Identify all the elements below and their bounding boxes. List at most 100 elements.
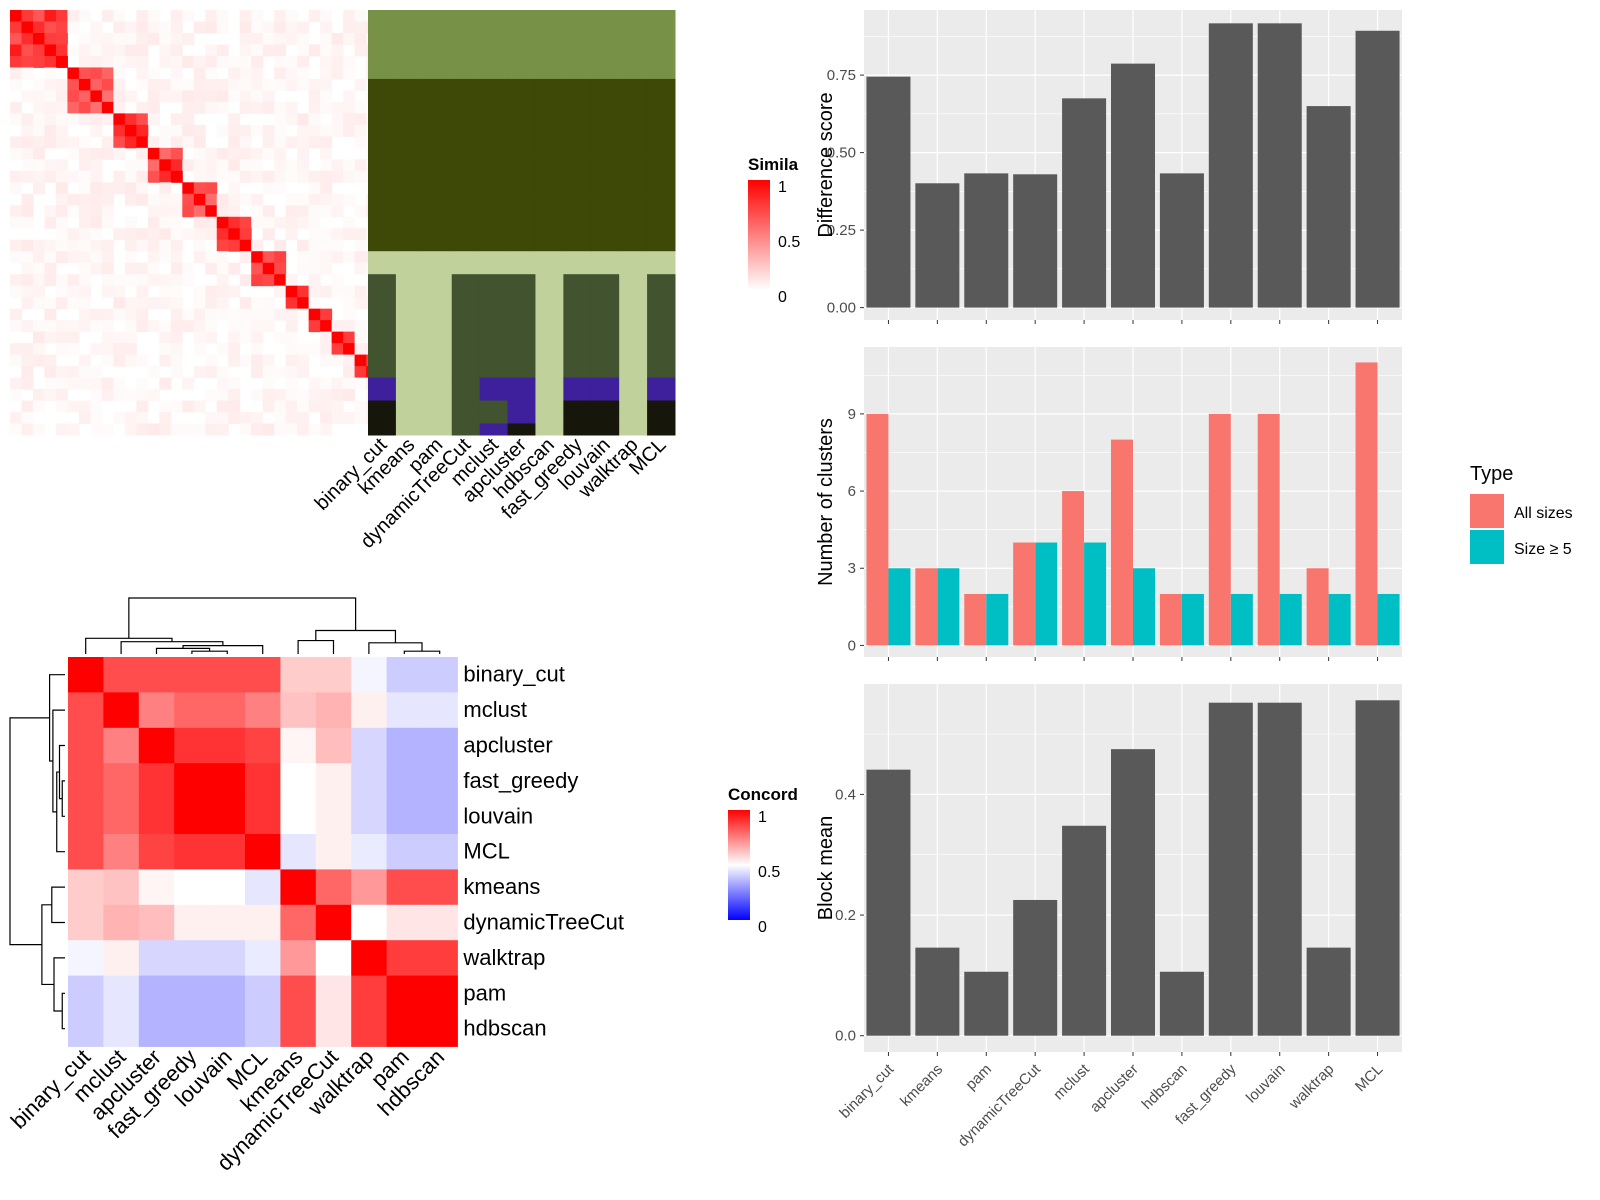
- similarity-cell: [78, 159, 91, 172]
- similarity-cell: [44, 216, 57, 229]
- similarity-cell: [274, 389, 287, 402]
- similarity-cell: [101, 262, 114, 275]
- similarity-cell: [101, 251, 114, 264]
- similarity-cell: [90, 170, 103, 183]
- similarity-cell: [124, 159, 137, 172]
- similarity-cell: [228, 170, 241, 183]
- similarity-cell: [136, 297, 149, 310]
- similarity-cell: [90, 400, 103, 413]
- concordance-cell: [386, 763, 423, 800]
- similarity-cell: [147, 170, 160, 183]
- cluster-label-cell: [479, 78, 509, 160]
- similarity-cell: [170, 262, 183, 275]
- similarity-cell: [44, 10, 57, 22]
- similarity-cell: [55, 193, 68, 206]
- similarity-cell: [21, 147, 34, 160]
- similarity-cell: [170, 170, 183, 183]
- similarity-cell: [297, 285, 310, 298]
- similarity-cell: [354, 262, 367, 275]
- concordance-legend-tick: 0: [758, 919, 767, 936]
- concordance-cell: [351, 869, 388, 906]
- similarity-cell: [239, 44, 252, 57]
- similarity-cell: [274, 55, 287, 68]
- cluster-label-cell: [479, 377, 509, 402]
- similarity-cell: [159, 78, 172, 91]
- similarity-cell: [32, 90, 45, 103]
- similarity-cell: [44, 354, 57, 367]
- similarity-cell: [262, 366, 275, 379]
- similarity-cell: [297, 366, 310, 379]
- similarity-cell: [90, 377, 103, 390]
- similarity-cell: [251, 423, 264, 436]
- similarity-cell: [320, 44, 333, 57]
- similarity-cell: [78, 320, 91, 333]
- similarity-cell: [239, 193, 252, 206]
- concordance-cell: [245, 940, 281, 977]
- similarity-cell: [193, 193, 206, 206]
- similarity-cell: [297, 239, 310, 252]
- similarity-cell: [101, 193, 114, 206]
- similarity-cell: [44, 377, 57, 390]
- similarity-cell: [320, 251, 333, 264]
- similarity-cell: [113, 44, 126, 57]
- similarity-cell: [147, 21, 160, 34]
- similarity-cell: [90, 124, 103, 137]
- similarity-cell: [239, 320, 252, 333]
- similarity-cell: [170, 308, 183, 321]
- bar: [1013, 174, 1058, 308]
- similarity-cell: [90, 44, 103, 57]
- similarity-cell: [55, 90, 68, 103]
- similarity-cell: [124, 90, 137, 103]
- similarity-cell: [78, 147, 91, 160]
- similarity-cell: [228, 343, 241, 356]
- row-dendrogram-branch: [48, 674, 65, 762]
- similarity-cell: [308, 124, 321, 137]
- similarity-cell: [113, 274, 126, 287]
- similarity-cell: [136, 308, 149, 321]
- similarity-cell: [55, 320, 68, 333]
- similarity-cell: [170, 354, 183, 367]
- cluster-label-cell: [507, 423, 536, 436]
- concordance-cell: [280, 763, 317, 800]
- similarity-cell: [124, 32, 137, 45]
- similarity-cell: [21, 320, 34, 333]
- similarity-cell: [354, 400, 367, 413]
- cluster-label-cell: [507, 78, 536, 160]
- similarity-cell: [331, 55, 344, 68]
- similarity-cell: [308, 101, 321, 114]
- similarity-cell: [354, 101, 367, 114]
- similarity-cell: [124, 182, 137, 195]
- similarity-cell: [308, 320, 321, 333]
- similarity-cell: [10, 285, 22, 298]
- similarity-cell: [193, 320, 206, 333]
- x-tick-label: MCL: [1352, 1061, 1386, 1095]
- similarity-cell: [297, 354, 310, 367]
- similarity-cell: [124, 136, 137, 149]
- similarity-cell: [262, 90, 275, 103]
- y-tick-label: 0.00: [827, 300, 856, 317]
- concordance-cell: [351, 904, 388, 941]
- similarity-cell: [101, 78, 114, 91]
- row-dendrogram-branch: [9, 717, 50, 946]
- concordance-cell: [280, 1011, 317, 1047]
- concordance-cell: [422, 940, 458, 977]
- similarity-cell: [239, 412, 252, 425]
- cluster-label-cell: [619, 159, 648, 195]
- cluster-label-cell: [423, 423, 453, 436]
- similarity-cell: [251, 67, 264, 80]
- similarity-cell: [274, 67, 287, 80]
- similarity-cell: [251, 90, 264, 103]
- similarity-cell: [285, 136, 298, 149]
- similarity-cell: [170, 113, 183, 126]
- similarity-cell: [10, 308, 22, 321]
- similarity-cell: [55, 159, 68, 172]
- bar: [1159, 593, 1182, 646]
- similarity-cell: [251, 205, 264, 218]
- similarity-cell: [101, 113, 114, 126]
- similarity-cell: [262, 21, 275, 34]
- similarity-cell: [331, 170, 344, 183]
- bar: [1306, 568, 1329, 646]
- similarity-cell: [205, 10, 218, 22]
- similarity-cell: [90, 366, 103, 379]
- cluster-label-cell: [619, 423, 648, 436]
